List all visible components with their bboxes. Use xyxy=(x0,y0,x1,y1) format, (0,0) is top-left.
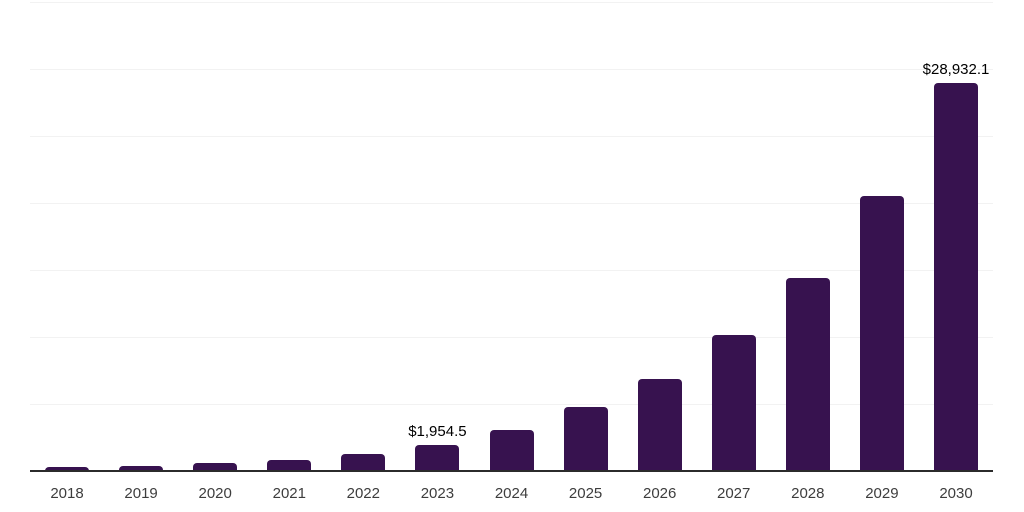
x-tick-label-2023: 2023 xyxy=(420,485,455,502)
gridline-10000 xyxy=(30,337,993,338)
value-label-2023: $1,954.5 xyxy=(408,422,467,440)
gridline-25000 xyxy=(30,136,993,137)
x-tick-label-2029: 2029 xyxy=(865,485,899,502)
gridline-35000 xyxy=(30,2,993,3)
bar-2027[interactable] xyxy=(711,335,756,471)
gridline-30000 xyxy=(30,69,993,70)
gridline-20000 xyxy=(30,203,993,204)
x-tick-label-2020: 2020 xyxy=(198,485,232,502)
x-tick-label-2025: 2025 xyxy=(568,485,603,502)
bar-2028[interactable] xyxy=(785,278,830,471)
x-tick-label-2019: 2019 xyxy=(124,485,158,502)
x-tick-label-2028: 2028 xyxy=(791,485,825,502)
bar-2023[interactable] xyxy=(415,444,460,471)
bar-2025[interactable] xyxy=(563,407,608,471)
x-tick-label-2026: 2026 xyxy=(643,485,677,502)
bar-2021[interactable] xyxy=(267,459,312,471)
bar-2030[interactable] xyxy=(934,83,978,471)
x-tick-label-2022: 2022 xyxy=(346,485,380,502)
bar-2029[interactable] xyxy=(859,196,904,471)
x-tick-label-2018: 2018 xyxy=(50,485,84,502)
x-tick-label-2027: 2027 xyxy=(717,485,751,502)
value-label-2030: $28,932.1 xyxy=(922,61,990,79)
bar-2020[interactable] xyxy=(193,462,238,471)
x-tick-label-2030: 2030 xyxy=(939,485,973,502)
x-tick-label-2024: 2024 xyxy=(494,485,529,502)
x-axis-line xyxy=(30,470,993,472)
gridline-5000 xyxy=(30,404,993,405)
bar-2024[interactable] xyxy=(489,429,534,471)
bar-2019[interactable] xyxy=(119,465,164,471)
bar-2026[interactable] xyxy=(637,379,682,471)
x-tick-label-2021: 2021 xyxy=(272,485,306,502)
bar-2018[interactable] xyxy=(45,467,89,471)
bar-2022[interactable] xyxy=(341,453,386,471)
gridline-15000 xyxy=(30,270,993,271)
